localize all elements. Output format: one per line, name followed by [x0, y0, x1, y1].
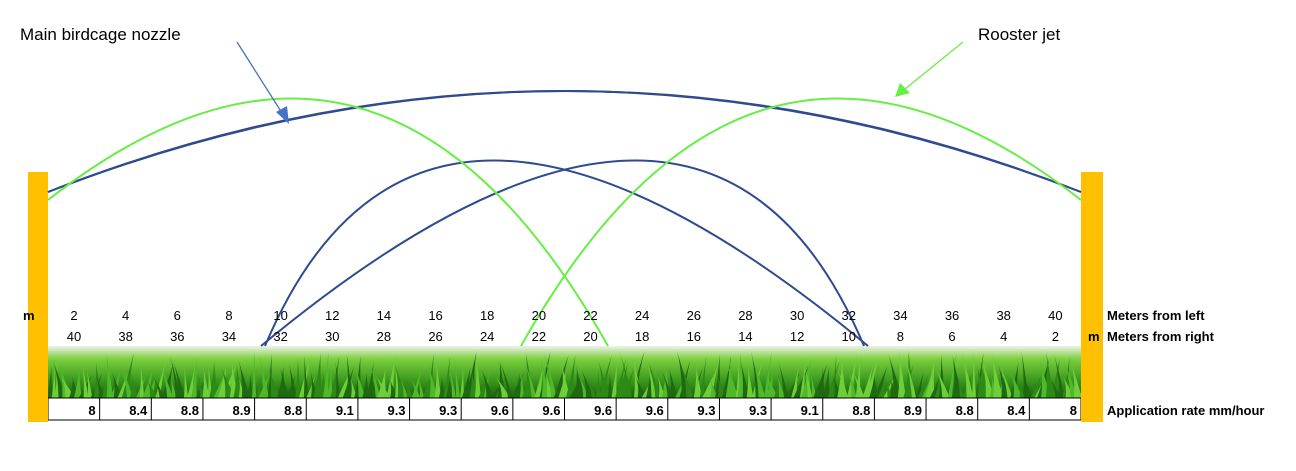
- meters-from-right-value: 24: [480, 329, 494, 344]
- meters-from-right-value: 16: [687, 329, 701, 344]
- application-rate-value: 8.8: [284, 403, 302, 418]
- application-rate-value: 9.6: [646, 403, 664, 418]
- application-rate-value: 9.6: [542, 403, 560, 418]
- meters-from-right-value: 34: [222, 329, 236, 344]
- grass-strip: [48, 346, 1082, 398]
- meters-from-right-value: 40: [67, 329, 81, 344]
- meters-from-right-value: 20: [583, 329, 597, 344]
- meters-from-left-value: 2: [70, 308, 77, 323]
- meters-from-right-value: 12: [790, 329, 804, 344]
- meters-from-left-row: 2 4 6 8 10 12 14 16 18 20 22 24 26 28 30 32 34 36 38 40: [70, 308, 1062, 323]
- meters-from-right-value: 4: [1000, 329, 1007, 344]
- meters-from-left-value: 38: [996, 308, 1010, 323]
- left-post: [28, 172, 48, 422]
- meters-from-left-value: 18: [480, 308, 494, 323]
- application-rate-value: 8.9: [233, 403, 251, 418]
- meters-from-right-label: Meters from right: [1107, 329, 1215, 344]
- meters-from-right-value: 22: [532, 329, 546, 344]
- meters-from-left-value: 22: [583, 308, 597, 323]
- application-rate-value: 8.8: [181, 403, 199, 418]
- meters-from-right-value: 26: [428, 329, 442, 344]
- main-nozzle-label: Main birdcage nozzle: [20, 25, 181, 44]
- meters-from-right-value: 28: [377, 329, 391, 344]
- application-rate-value: 8.9: [904, 403, 922, 418]
- meters-from-right-value: 18: [635, 329, 649, 344]
- application-rate-value: 9.3: [439, 403, 457, 418]
- main-nozzle-short-curve-left: [265, 161, 868, 347]
- spray-trajectories: [48, 91, 1081, 346]
- meters-from-left-label: Meters from left: [1107, 308, 1205, 323]
- meters-from-right-value: 10: [842, 329, 856, 344]
- meters-from-right-value: 36: [170, 329, 184, 344]
- rooster-jet-arrow: [895, 42, 963, 97]
- meters-from-left-value: 8: [225, 308, 232, 323]
- meters-from-left-value: 12: [325, 308, 339, 323]
- application-rate-value: 9.6: [594, 403, 612, 418]
- rooster-jet-label: Rooster jet: [978, 25, 1060, 44]
- unit-label-right: m: [1088, 329, 1100, 344]
- meters-from-left-value: 40: [1048, 308, 1062, 323]
- meters-from-right-value: 8: [897, 329, 904, 344]
- meters-from-right-value: 38: [118, 329, 132, 344]
- application-rate-value: 8.4: [1007, 403, 1026, 418]
- application-rate-value: 8: [1070, 403, 1077, 418]
- meters-from-left-value: 26: [687, 308, 701, 323]
- meters-from-right-value: 30: [325, 329, 339, 344]
- unit-label-left: m: [23, 308, 35, 323]
- meters-from-right-value: 2: [1052, 329, 1059, 344]
- application-rate-value: 9.3: [697, 403, 715, 418]
- meters-from-right-value: 14: [738, 329, 752, 344]
- application-rate-value: 9.3: [387, 403, 405, 418]
- application-rate-value: 8: [88, 403, 95, 418]
- application-rate-value: 8.4: [129, 403, 148, 418]
- right-post: [1081, 172, 1103, 422]
- meters-from-left-value: 30: [790, 308, 804, 323]
- meters-from-left-value: 10: [273, 308, 287, 323]
- meters-from-left-value: 32: [842, 308, 856, 323]
- application-rate-value: 9.6: [491, 403, 509, 418]
- application-rate-value: 8.8: [852, 403, 870, 418]
- meters-from-left-value: 36: [945, 308, 959, 323]
- meters-from-left-value: 34: [893, 308, 907, 323]
- meters-from-right-value: 6: [948, 329, 955, 344]
- application-rate-label: Application rate mm/hour: [1107, 403, 1264, 418]
- meters-from-left-value: 28: [738, 308, 752, 323]
- meters-from-right-row: 40 38 36 34 32 30 28 26 24 22 20 18 16 14 12 10 8 6 4 2: [67, 329, 1059, 344]
- application-rate-value: 9.1: [336, 403, 354, 418]
- meters-from-left-value: 4: [122, 308, 129, 323]
- application-rate-value: 8.8: [956, 403, 974, 418]
- main-nozzle-arrow: [237, 42, 289, 124]
- meters-from-left-value: 24: [635, 308, 649, 323]
- meters-from-right-value: 32: [273, 329, 287, 344]
- application-rate-value: 9.1: [801, 403, 819, 418]
- meters-from-left-value: 6: [174, 308, 181, 323]
- application-rate-value: 9.3: [749, 403, 767, 418]
- application-rate-table: 8 8.4 8.8 8.9 8.8 9.1 9.3 9.3 9.6 9.6 9.6 9.6 9.3 9.3…: [48, 398, 1081, 420]
- meters-from-left-value: 16: [428, 308, 442, 323]
- main-nozzle-short-curve-right: [261, 161, 864, 347]
- meters-from-left-value: 20: [532, 308, 546, 323]
- meters-from-left-value: 14: [377, 308, 391, 323]
